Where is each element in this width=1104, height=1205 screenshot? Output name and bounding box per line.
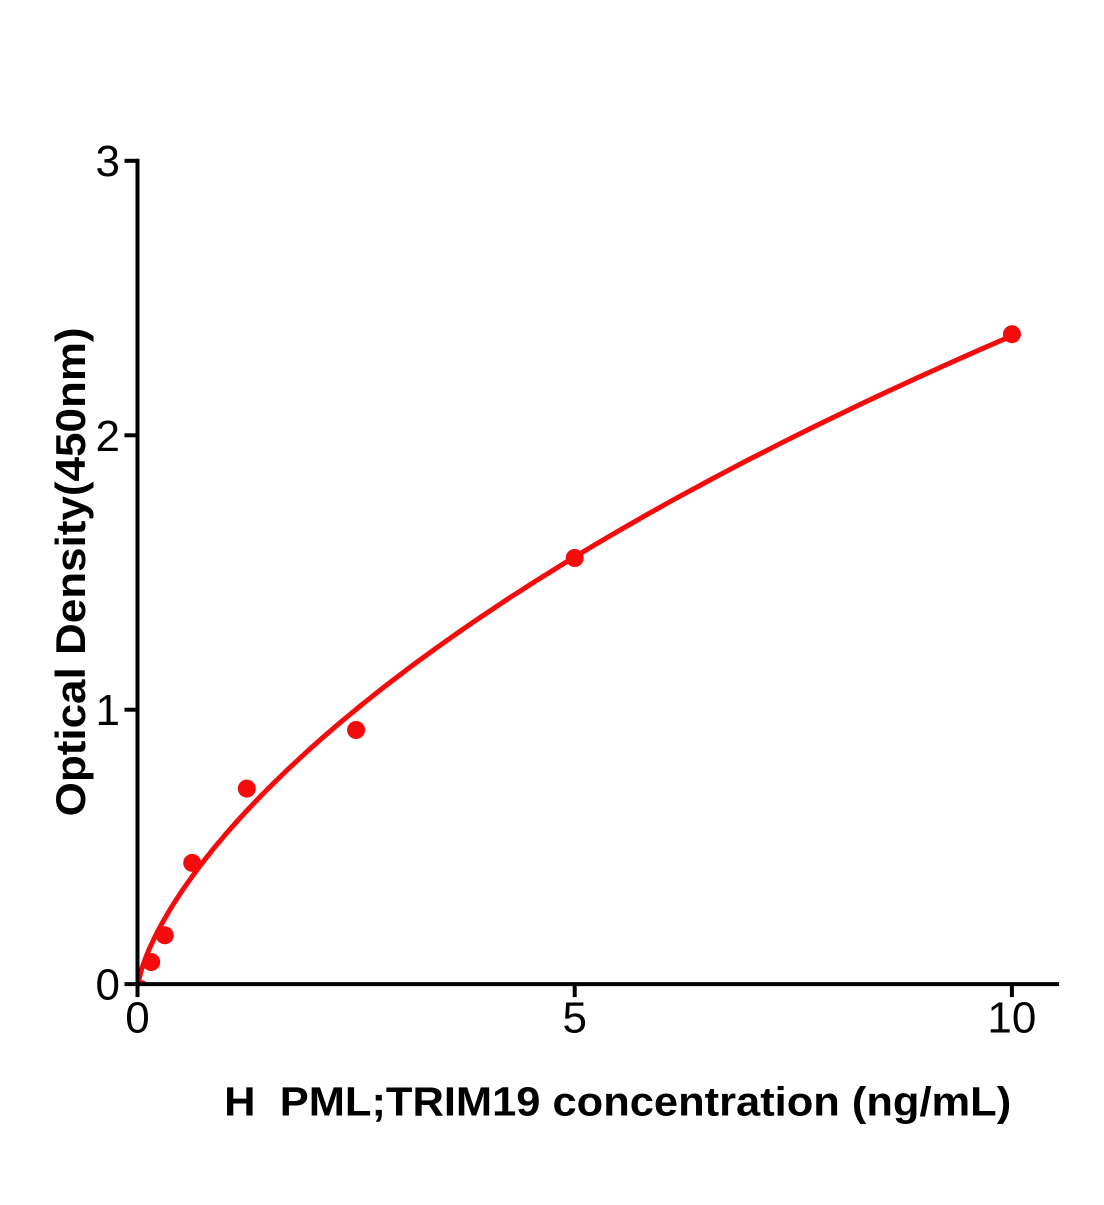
svg-text:3: 3 — [96, 137, 120, 186]
svg-text:Optical Density(450nm): Optical Density(450nm) — [47, 327, 94, 816]
svg-text:0: 0 — [125, 994, 149, 1043]
svg-text:5: 5 — [562, 994, 586, 1043]
svg-text:10: 10 — [987, 994, 1036, 1043]
svg-text:2: 2 — [96, 412, 120, 461]
svg-text:0: 0 — [96, 961, 120, 1010]
svg-text:H PML;TRIM19 concentration (n: H PML;TRIM19 concentration (ng/mL) — [224, 1078, 1011, 1124]
svg-text:1: 1 — [96, 686, 120, 735]
